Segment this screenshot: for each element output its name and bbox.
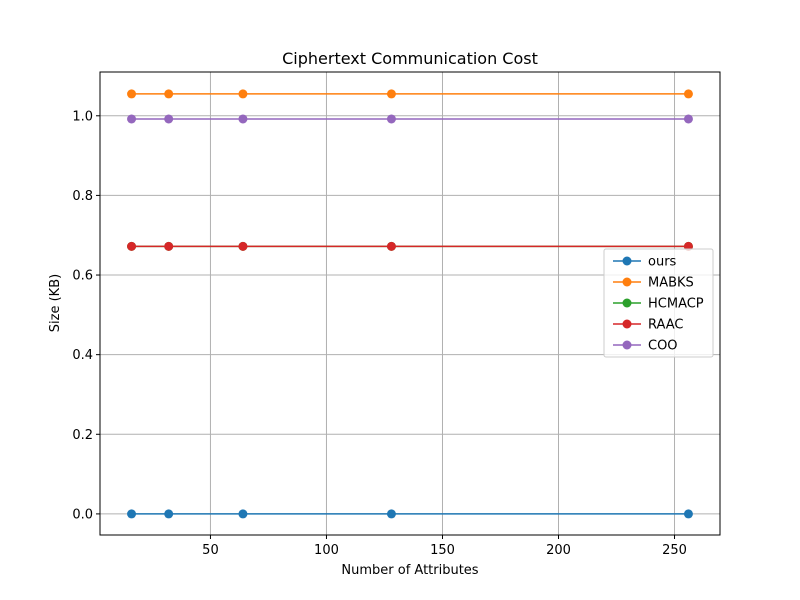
legend-item: COO bbox=[613, 339, 678, 354]
legend-label: ours bbox=[648, 255, 677, 270]
legend-marker bbox=[622, 319, 632, 329]
y-tick-label: 1.0 bbox=[72, 109, 93, 124]
series-mabks bbox=[127, 89, 693, 99]
data-point bbox=[386, 509, 396, 519]
y-axis: 0.0 0.2 0.4 0.6 0.8 1.0 bbox=[72, 109, 100, 522]
y-tick-label: 0.2 bbox=[72, 428, 93, 443]
x-tick-label: 200 bbox=[546, 543, 571, 558]
x-tick-label: 50 bbox=[202, 543, 219, 558]
data-point bbox=[683, 114, 693, 124]
legend-label: MABKS bbox=[648, 276, 694, 291]
y-tick-label: 0.8 bbox=[72, 189, 93, 204]
series-ours bbox=[127, 509, 693, 519]
legend-item: MABKS bbox=[613, 276, 694, 291]
x-axis-label: Number of Attributes bbox=[341, 563, 478, 578]
data-point bbox=[683, 89, 693, 99]
data-point bbox=[164, 509, 174, 519]
data-point bbox=[164, 89, 174, 99]
legend-label: RAAC bbox=[648, 318, 684, 333]
legend-label: HCMACP bbox=[648, 297, 704, 312]
legend: ours MABKS HCMACP RAAC COO bbox=[603, 248, 714, 358]
data-point bbox=[238, 89, 248, 99]
data-point bbox=[164, 114, 174, 124]
data-point bbox=[127, 509, 137, 519]
axes-frame bbox=[99, 71, 721, 536]
y-axis-label: Size (KB) bbox=[48, 274, 63, 332]
data-series bbox=[127, 89, 693, 519]
legend-marker bbox=[622, 277, 632, 287]
grid-lines bbox=[100, 72, 720, 535]
y-tick-label: 0.0 bbox=[72, 507, 93, 522]
y-tick-label: 0.6 bbox=[72, 269, 93, 284]
data-point bbox=[238, 241, 248, 251]
data-point bbox=[127, 89, 137, 99]
x-tick-label: 150 bbox=[430, 543, 455, 558]
data-point bbox=[386, 114, 396, 124]
data-point bbox=[127, 114, 137, 124]
data-point bbox=[238, 114, 248, 124]
x-tick-label: 250 bbox=[662, 543, 687, 558]
data-point bbox=[127, 241, 137, 251]
data-point bbox=[238, 509, 248, 519]
chart-title: Ciphertext Communication Cost bbox=[282, 49, 538, 68]
legend-marker bbox=[622, 340, 632, 350]
legend-item: ours bbox=[613, 255, 677, 270]
x-axis: 50 100 150 200 250 bbox=[202, 535, 687, 558]
legend-marker bbox=[622, 256, 632, 266]
plot-area bbox=[99, 71, 721, 536]
legend-box bbox=[603, 248, 714, 358]
data-point bbox=[164, 241, 174, 251]
data-point bbox=[683, 509, 693, 519]
data-point bbox=[386, 89, 396, 99]
data-point bbox=[386, 241, 396, 251]
legend-item: HCMACP bbox=[613, 297, 704, 312]
series-coo bbox=[127, 114, 693, 124]
legend-item: RAAC bbox=[613, 318, 684, 333]
legend-label: COO bbox=[648, 339, 678, 354]
y-tick-label: 0.4 bbox=[72, 348, 93, 363]
x-tick-label: 100 bbox=[314, 543, 339, 558]
legend-marker bbox=[622, 298, 632, 308]
